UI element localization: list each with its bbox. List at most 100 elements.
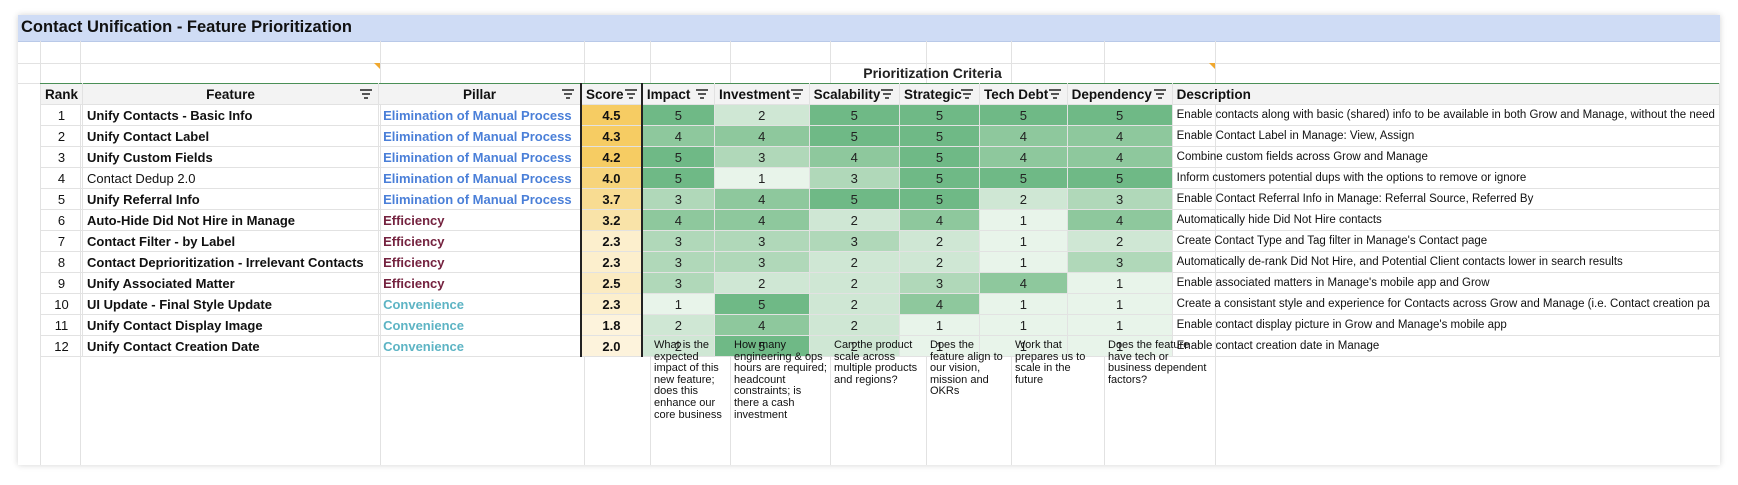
pillar-cell[interactable]: Efficiency (378, 251, 582, 273)
scalability-cell[interactable]: 2 (808, 272, 901, 294)
description-cell[interactable]: Combine custom fields across Grow and Ma… (1171, 146, 1720, 168)
score-cell[interactable]: 2.3 (579, 293, 643, 315)
dependency-cell[interactable]: 4 (1066, 125, 1173, 147)
strategic-cell[interactable]: 1 (899, 335, 981, 357)
feature-cell[interactable]: UI Update - Final Style Update (82, 293, 380, 315)
description-cell[interactable]: Enable associated matters in Manage's mo… (1171, 272, 1720, 294)
score-cell[interactable]: 2.5 (579, 272, 643, 294)
feature-cell[interactable]: Unify Contact Label (82, 125, 380, 147)
score-cell[interactable]: 2.3 (579, 251, 643, 273)
rank-cell[interactable]: 1 (39, 104, 84, 126)
scalability-cell[interactable]: 5 (808, 125, 901, 147)
strategic-cell[interactable]: 5 (899, 104, 981, 126)
filter-icon[interactable] (360, 89, 373, 99)
header-tech-debt[interactable]: Tech Debt (979, 83, 1068, 105)
dependency-cell[interactable]: 5 (1066, 104, 1173, 126)
investment-cell[interactable]: 2 (713, 272, 810, 294)
comment-marker[interactable] (374, 63, 380, 69)
dependency-cell[interactable]: 4 (1066, 146, 1173, 168)
header-strategic[interactable]: Strategic (899, 83, 981, 105)
feature-cell[interactable]: Contact Dedup 2.0 (82, 167, 380, 189)
dependency-cell[interactable]: 5 (1066, 167, 1173, 189)
scalability-cell[interactable]: 3 (808, 230, 901, 252)
header-dependency[interactable]: Dependency (1066, 83, 1173, 105)
rank-cell[interactable]: 7 (39, 230, 84, 252)
impact-cell[interactable]: 4 (641, 125, 715, 147)
pillar-cell[interactable]: Convenience (378, 293, 582, 315)
header-feature[interactable]: Feature (82, 83, 380, 105)
score-cell[interactable]: 4.3 (579, 125, 643, 147)
header-investment[interactable]: Investment (713, 83, 810, 105)
description-cell[interactable]: Create a consistant style and experience… (1171, 293, 1720, 315)
description-cell[interactable]: Enable contact creation date in Manage (1171, 335, 1720, 357)
scalability-cell[interactable]: 3 (808, 167, 901, 189)
impact-cell[interactable]: 3 (641, 251, 715, 273)
tech-debt-cell[interactable]: 4 (979, 125, 1068, 147)
score-cell[interactable]: 2.0 (579, 335, 643, 357)
scalability-cell[interactable]: 2 (808, 293, 901, 315)
impact-cell[interactable]: 3 (641, 188, 715, 210)
investment-cell[interactable]: 3 (713, 251, 810, 273)
scalability-cell[interactable]: 2 (808, 335, 901, 357)
header-impact[interactable]: Impact (641, 83, 715, 105)
scalability-cell[interactable]: 2 (808, 209, 901, 231)
score-cell[interactable]: 2.3 (579, 230, 643, 252)
description-cell[interactable]: Create Contact Type and Tag filter in Ma… (1171, 230, 1720, 252)
investment-cell[interactable]: 4 (713, 188, 810, 210)
tech-debt-cell[interactable]: 1 (979, 230, 1068, 252)
rank-cell[interactable]: 8 (39, 251, 84, 273)
dependency-cell[interactable]: 1 (1066, 314, 1173, 336)
description-cell[interactable]: Enable Contact Label in Manage: View, As… (1171, 125, 1720, 147)
description-cell[interactable]: Automatically hide Did Not Hire contacts (1171, 209, 1720, 231)
dependency-cell[interactable]: 3 (1066, 251, 1173, 273)
investment-cell[interactable]: 4 (713, 314, 810, 336)
dependency-cell[interactable]: 4 (1066, 209, 1173, 231)
investment-cell[interactable]: 5 (713, 293, 810, 315)
header-scalability[interactable]: Scalability (808, 83, 901, 105)
impact-cell[interactable]: 3 (641, 272, 715, 294)
feature-cell[interactable]: Unify Contacts - Basic Info (82, 104, 380, 126)
investment-cell[interactable]: 3 (713, 146, 810, 168)
rank-cell[interactable]: 6 (39, 209, 84, 231)
pillar-cell[interactable]: Elimination of Manual Process (378, 104, 582, 126)
investment-cell[interactable]: 4 (713, 125, 810, 147)
impact-cell[interactable]: 4 (641, 209, 715, 231)
tech-debt-cell[interactable]: 1 (979, 293, 1068, 315)
strategic-cell[interactable]: 1 (899, 314, 981, 336)
tech-debt-cell[interactable]: 2 (979, 188, 1068, 210)
feature-cell[interactable]: Contact Filter - by Label (82, 230, 380, 252)
dependency-cell[interactable]: 1 (1066, 293, 1173, 315)
score-cell[interactable]: 1.8 (579, 314, 643, 336)
rank-cell[interactable]: 5 (39, 188, 84, 210)
tech-debt-cell[interactable]: 5 (979, 104, 1068, 126)
header-pillar[interactable]: Pillar (378, 83, 582, 105)
scalability-cell[interactable]: 5 (808, 104, 901, 126)
investment-cell[interactable]: 3 (713, 230, 810, 252)
filter-icon[interactable] (961, 89, 974, 99)
feature-cell[interactable]: Unify Custom Fields (82, 146, 380, 168)
impact-cell[interactable]: 5 (641, 146, 715, 168)
filter-icon[interactable] (624, 89, 637, 99)
description-cell[interactable]: Enable contacts along with basic (shared… (1171, 104, 1720, 126)
strategic-cell[interactable]: 2 (899, 230, 981, 252)
impact-cell[interactable]: 2 (641, 335, 715, 357)
pillar-cell[interactable]: Convenience (378, 335, 582, 357)
description-cell[interactable]: Automatically de-rank Did Not Hire, and … (1171, 251, 1720, 273)
tech-debt-cell[interactable]: 5 (979, 167, 1068, 189)
feature-cell[interactable]: Auto-Hide Did Not Hire in Manage (82, 209, 380, 231)
score-cell[interactable]: 4.5 (579, 104, 643, 126)
impact-cell[interactable]: 2 (641, 314, 715, 336)
impact-cell[interactable]: 5 (641, 104, 715, 126)
pillar-cell[interactable]: Convenience (378, 314, 582, 336)
impact-cell[interactable]: 1 (641, 293, 715, 315)
rank-cell[interactable]: 4 (39, 167, 84, 189)
filter-icon[interactable] (790, 89, 803, 99)
pillar-cell[interactable]: Elimination of Manual Process (378, 146, 582, 168)
pillar-cell[interactable]: Efficiency (378, 230, 582, 252)
description-cell[interactable]: Enable Contact Referral Info in Manage: … (1171, 188, 1720, 210)
tech-debt-cell[interactable]: 4 (979, 272, 1068, 294)
feature-cell[interactable]: Unify Associated Matter (82, 272, 380, 294)
rank-cell[interactable]: 2 (39, 125, 84, 147)
score-cell[interactable]: 3.7 (579, 188, 643, 210)
impact-cell[interactable]: 3 (641, 230, 715, 252)
